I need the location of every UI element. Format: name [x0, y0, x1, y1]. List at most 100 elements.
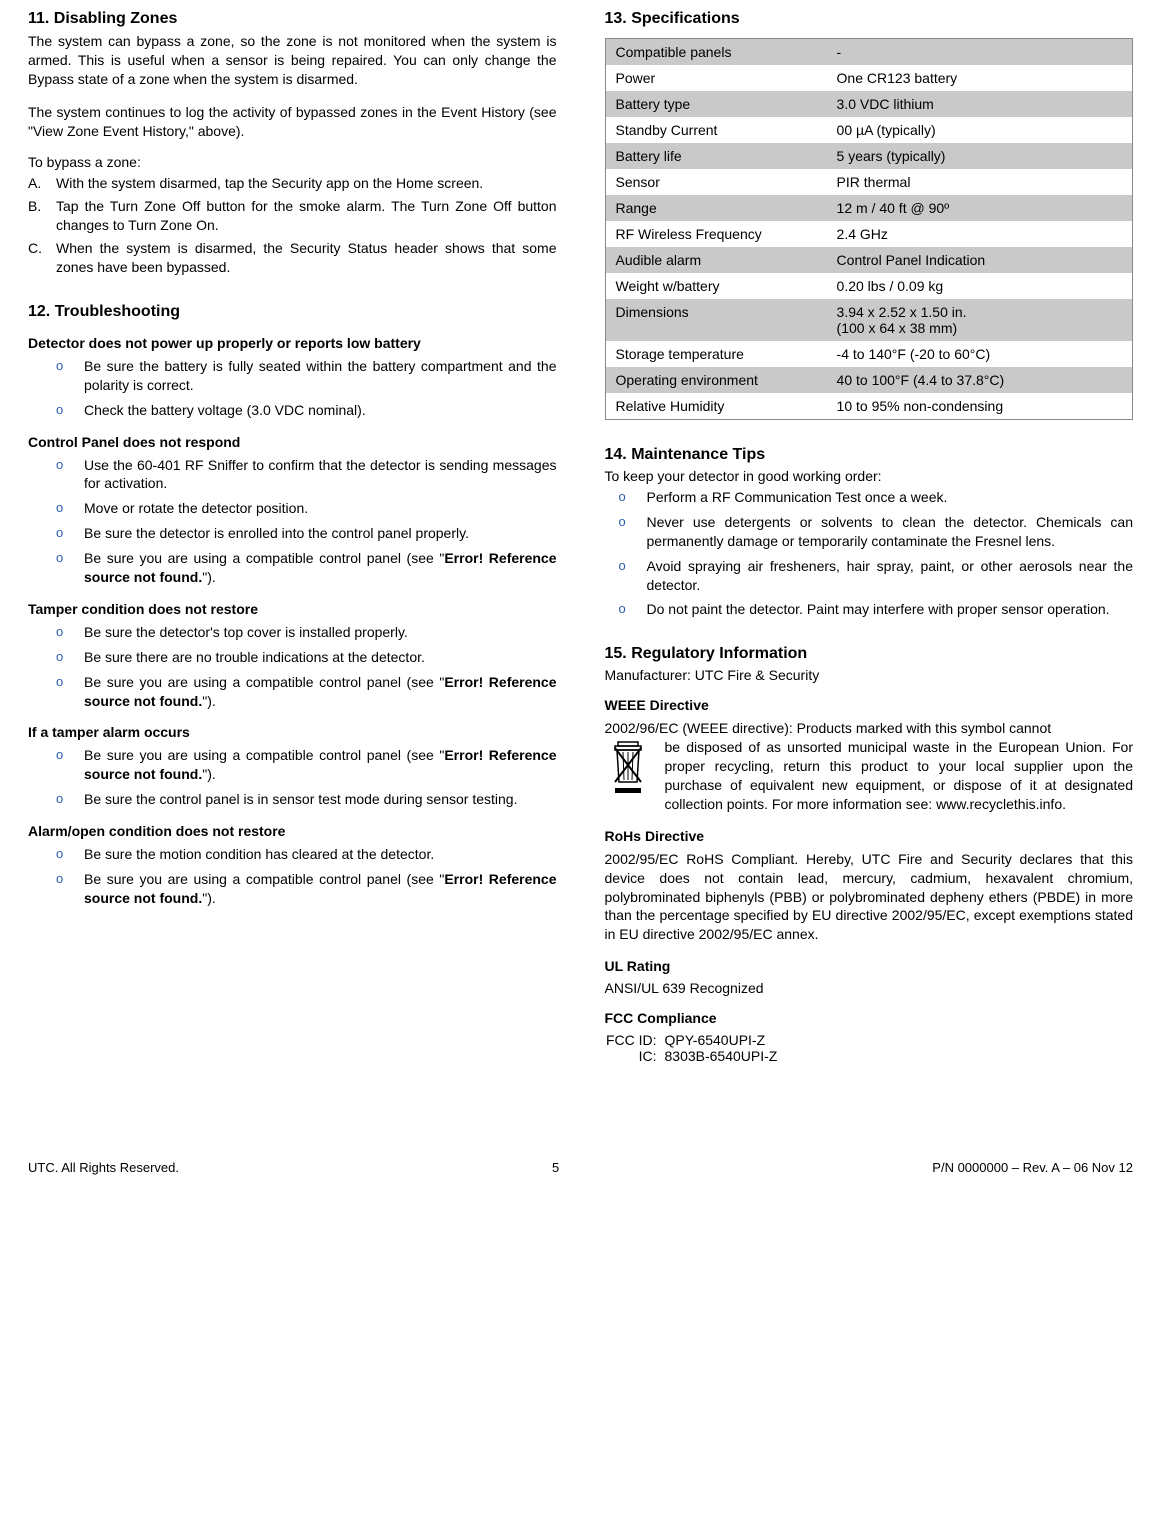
- list-item: oUse the 60-401 RF Sniffer to confirm th…: [56, 456, 557, 494]
- page-footer: UTC. All Rights Reserved. 5 P/N 0000000 …: [28, 1160, 1133, 1175]
- list-item: oBe sure the detector's top cover is ins…: [56, 623, 557, 642]
- bullet-icon: o: [56, 499, 84, 518]
- s12-g5-head: Alarm/open condition does not restore: [28, 823, 557, 839]
- spec-label: Range: [605, 195, 827, 221]
- list-text: Check the battery voltage (3.0 VDC nomin…: [84, 401, 557, 420]
- table-row: Weight w/battery0.20 lbs / 0.09 kg: [605, 273, 1133, 299]
- section-12: 12. Troubleshooting Detector does not po…: [28, 303, 557, 908]
- fcc-head: FCC Compliance: [605, 1010, 1134, 1026]
- list-text: Be sure the battery is fully seated with…: [84, 357, 557, 395]
- rohs-head: RoHs Directive: [605, 828, 1134, 844]
- ul-body: ANSI/UL 639 Recognized: [605, 980, 1134, 996]
- spec-value: 40 to 100°F (4.4 to 37.8°C): [827, 367, 1133, 393]
- spec-value: -4 to 140°F (-20 to 60°C): [827, 341, 1133, 367]
- footer-left: UTC. All Rights Reserved.: [28, 1160, 179, 1175]
- table-row: PowerOne CR123 battery: [605, 65, 1133, 91]
- list-text: Do not paint the detector. Paint may int…: [647, 600, 1134, 619]
- table-row: Relative Humidity10 to 95% non-condensin…: [605, 393, 1133, 420]
- spec-label: Standby Current: [605, 117, 827, 143]
- list-text: Be sure the motion condition has cleared…: [84, 845, 557, 864]
- list-text: Be sure there are no trouble indications…: [84, 648, 557, 667]
- weee-body: be disposed of as unsorted municipal was…: [665, 738, 1134, 814]
- list-item: oBe sure you are using a compatible cont…: [56, 673, 557, 711]
- list-item: oAvoid spraying air fresheners, hair spr…: [619, 557, 1134, 595]
- bullet-icon: o: [56, 648, 84, 667]
- footer-right: P/N 0000000 – Rev. A – 06 Nov 12: [932, 1160, 1133, 1175]
- spec-label: Compatible panels: [605, 39, 827, 66]
- bullet-icon: o: [56, 401, 84, 420]
- bullet-icon: o: [56, 746, 84, 784]
- table-row: RF Wireless Frequency2.4 GHz: [605, 221, 1133, 247]
- list-text: Be sure you are using a compatible contr…: [84, 746, 557, 784]
- bullet-icon: o: [56, 623, 84, 642]
- table-row: SensorPIR thermal: [605, 169, 1133, 195]
- bullet-icon: o: [56, 549, 84, 587]
- list-text: Perform a RF Communication Test once a w…: [647, 488, 1134, 507]
- section-15-title: 15. Regulatory Information: [605, 645, 1134, 663]
- s11-step-c-text: When the system is disarmed, the Securit…: [56, 239, 557, 277]
- s12-g2-head: Control Panel does not respond: [28, 434, 557, 450]
- compat-post: ").: [202, 569, 216, 585]
- s11-lead: To bypass a zone:: [28, 154, 557, 170]
- spec-value: 3.94 x 2.52 x 1.50 in. (100 x 64 x 38 mm…: [827, 299, 1133, 341]
- s11-p2: The system continues to log the activity…: [28, 103, 557, 141]
- weee-block: be disposed of as unsorted municipal was…: [605, 738, 1134, 814]
- spec-value: One CR123 battery: [827, 65, 1133, 91]
- list-item: oCheck the battery voltage (3.0 VDC nomi…: [56, 401, 557, 420]
- s11-step-a: A.With the system disarmed, tap the Secu…: [28, 174, 557, 193]
- s11-p1: The system can bypass a zone, so the zon…: [28, 32, 557, 89]
- s11-steps: A.With the system disarmed, tap the Secu…: [28, 174, 557, 276]
- list-text: Never use detergents or solvents to clea…: [647, 513, 1134, 551]
- s11-step-a-text: With the system disarmed, tap the Securi…: [56, 174, 557, 193]
- spec-label: Battery type: [605, 91, 827, 117]
- s12-g3-head: Tamper condition does not restore: [28, 601, 557, 617]
- compat-post: ").: [202, 890, 216, 906]
- section-15: 15. Regulatory Information Manufacturer:…: [605, 645, 1134, 1064]
- fcc-id-label: FCC ID:: [605, 1032, 665, 1048]
- spec-value: 3.0 VDC lithium: [827, 91, 1133, 117]
- section-11-title: 11. Disabling Zones: [28, 10, 557, 28]
- list-item: oBe sure the battery is fully seated wit…: [56, 357, 557, 395]
- list-text: Move or rotate the detector position.: [84, 499, 557, 518]
- s12-g4-head: If a tamper alarm occurs: [28, 724, 557, 740]
- compat-pre: Be sure you are using a compatible contr…: [84, 747, 444, 763]
- compat-pre: Be sure you are using a compatible contr…: [84, 871, 444, 887]
- list-text: Avoid spraying air fresheners, hair spra…: [647, 557, 1134, 595]
- compat-post: ").: [202, 693, 216, 709]
- list-text: Be sure you are using a compatible contr…: [84, 870, 557, 908]
- marker-b: B.: [28, 197, 56, 235]
- list-item: oBe sure you are using a compatible cont…: [56, 549, 557, 587]
- section-14-title: 14. Maintenance Tips: [605, 446, 1134, 464]
- section-14: 14. Maintenance Tips To keep your detect…: [605, 446, 1134, 619]
- compat-post: ").: [202, 766, 216, 782]
- bullet-icon: o: [56, 524, 84, 543]
- bullet-icon: o: [56, 790, 84, 809]
- weee-head: WEEE Directive: [605, 697, 1134, 713]
- s12-g5-list: oBe sure the motion condition has cleare…: [28, 845, 557, 908]
- compat-pre: Be sure you are using a compatible contr…: [84, 550, 444, 566]
- list-item: oDo not paint the detector. Paint may in…: [619, 600, 1134, 619]
- fcc-id-row: FCC ID: QPY-6540UPI-Z: [605, 1032, 1134, 1048]
- section-12-title: 12. Troubleshooting: [28, 303, 557, 321]
- list-item: oNever use detergents or solvents to cle…: [619, 513, 1134, 551]
- table-row: Battery life5 years (typically): [605, 143, 1133, 169]
- s14-lead: To keep your detector in good working or…: [605, 468, 1134, 484]
- bullet-icon: o: [619, 600, 647, 619]
- list-item: oMove or rotate the detector position.: [56, 499, 557, 518]
- list-text: Be sure you are using a compatible contr…: [84, 673, 557, 711]
- weee-line1: 2002/96/EC (WEEE directive): Products ma…: [605, 719, 1134, 738]
- marker-c: C.: [28, 239, 56, 277]
- right-column: 13. Specifications Compatible panels-Pow…: [605, 10, 1134, 1090]
- spec-value: 0.20 lbs / 0.09 kg: [827, 273, 1133, 299]
- weee-bin-icon: [605, 738, 655, 814]
- fcc-id-value: QPY-6540UPI-Z: [665, 1032, 766, 1048]
- spec-table: Compatible panels-PowerOne CR123 battery…: [605, 38, 1134, 420]
- spec-label: RF Wireless Frequency: [605, 221, 827, 247]
- bullet-icon: o: [56, 673, 84, 711]
- s11-step-b: B.Tap the Turn Zone Off button for the s…: [28, 197, 557, 235]
- table-row: Standby Current00 µA (typically): [605, 117, 1133, 143]
- table-row: Audible alarmControl Panel Indication: [605, 247, 1133, 273]
- compat-pre: Be sure you are using a compatible contr…: [84, 674, 444, 690]
- list-item: oBe sure there are no trouble indication…: [56, 648, 557, 667]
- table-row: Battery type3.0 VDC lithium: [605, 91, 1133, 117]
